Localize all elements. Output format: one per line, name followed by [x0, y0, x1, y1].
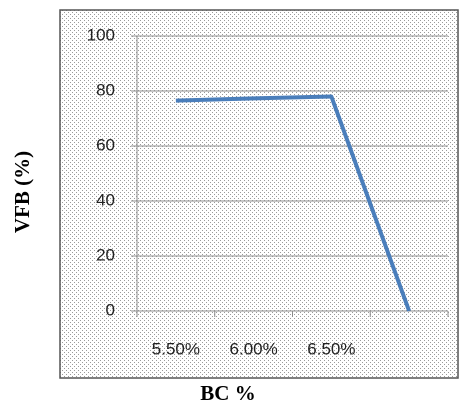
x-tick-label: 5.50%: [152, 339, 200, 358]
x-tick-label: 6.50%: [307, 339, 355, 358]
data-line: [175, 94, 412, 312]
y-axis-title: VFB (%): [10, 151, 34, 233]
y-tick-label: 80: [96, 80, 115, 99]
x-axis-title: BC %: [200, 381, 255, 405]
y-tick-label: 100: [87, 25, 115, 44]
chart-frame: [59, 9, 459, 379]
y-tick-label: 60: [96, 135, 115, 154]
x-tick-label: 6.00%: [230, 339, 278, 358]
y-tick-label: 40: [96, 190, 115, 209]
y-tick-label: 0: [106, 300, 115, 319]
y-tick-label: 20: [96, 245, 115, 264]
